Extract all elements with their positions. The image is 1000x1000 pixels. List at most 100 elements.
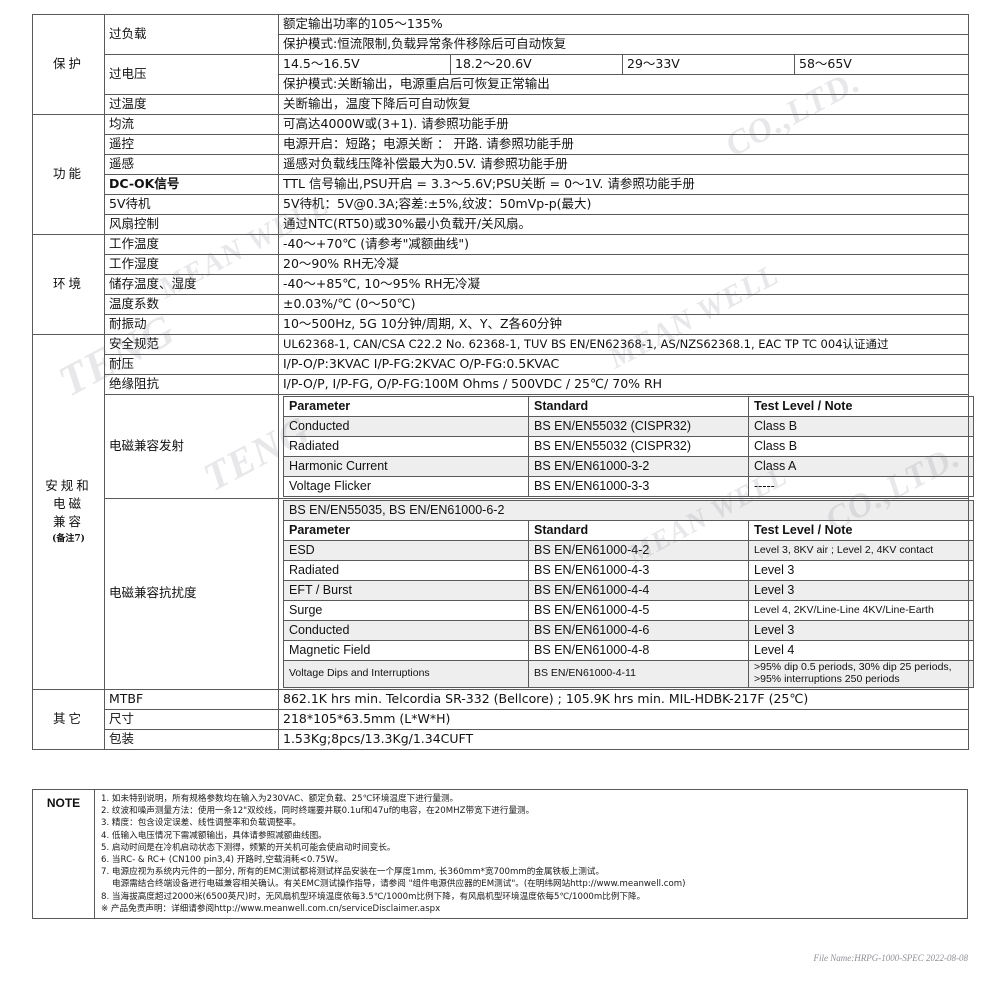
emc-column-header: Test Level / Note [748,396,974,417]
emc-cell: Radiated [283,436,529,457]
emc-cell: Level 3, 8KV air ; Level 2, 4KV contact [748,540,974,561]
table-row: 储存温度、湿度 -40～+85℃, 10～95% RH无冷凝 [33,274,970,295]
emc-cell: BS EN/EN61000-3-3 [528,476,749,497]
table-row: 过温度 关断输出，温度下降后可自动恢复 [33,94,970,115]
table-row: DC-OK信号 TTL 信号输出,PSU开启 = 3.3～5.6V;PSU关断 … [33,174,970,195]
emc-column-header: Standard [528,396,749,417]
table-row: 耐振动 10～500Hz, 5G 10分钟/周期, X、Y、Z各60分钟 [33,314,970,335]
emc-cell: Conducted [283,416,529,437]
row-value-vibration: 10～500Hz, 5G 10分钟/周期, X、Y、Z各60分钟 [277,314,970,335]
row-label-standby-5v: 5V待机 [104,194,279,215]
emc-cell: Level 3 [748,620,974,641]
note-line: 2. 纹波和噪声测量方法：使用一条12"双绞线，同时终端要并联0.1uf和47u… [101,806,535,817]
row-label-overvoltage: 过电压 [104,54,279,95]
emc-emission-header-row: Parameter Standard Test Level / Note [283,396,974,417]
table-row: 温度系数 ±0.03%/℃ (0～50℃) [33,294,970,315]
emc-column-header: Test Level / Note [748,520,974,541]
table-row: 保护模式:恒流限制,负载异常条件移除后可自动恢复 [33,34,970,55]
row-value-mtbf: 862.1K hrs min. Telcordia SR-332 (Bellco… [277,688,970,710]
emc-cell: Voltage Flicker [283,476,529,497]
table-row: 5V待机 5V待机：5V@0.3A;容差:±5%,纹波：50mVp-p(最大) [33,194,970,215]
spec-table-container: 保护 过负载 额定输出功率的105～135% 保护模式:恒流限制,负载异常条件移… [32,14,974,750]
note-line: 1. 如未特别说明，所有规格参数均在输入为230VAC、额定负载、25℃环境温度… [101,794,459,804]
emc-cell: Level 3 [748,560,974,581]
emc-immunity-preamble-row: BS EN/EN55035, BS EN/EN61000-6-2 [283,500,974,521]
emc-immunity-table: BS EN/EN55035, BS EN/EN61000-6-2 Paramete… [283,500,974,688]
row-label-current-sharing: 均流 [104,114,279,135]
row-value-storage: -40～+85℃, 10～95% RH无冷凝 [277,274,970,295]
overvoltage-mode: 保护模式:关断输出，电源重启后可恢复正常输出 [277,74,970,95]
table-row: 遥控 电源开启：短路；电源关断 ： 开路. 请参照功能手册 [33,134,970,155]
group-label-protection: 保护 [32,14,105,115]
table-row: 绝缘阻抗 I/P-O/P, I/P-FG, O/P-FG:100M Ohms /… [33,374,970,395]
overvoltage-range-1: 14.5～16.5V [278,54,451,75]
emc-emission-table: Parameter Standard Test Level / Note Conduc… [283,396,974,497]
row-label-temp-coefficient: 温度系数 [104,294,279,315]
table-row: 包装 1.53Kg;8pcs/13.3Kg/1.34CUFT [33,728,970,750]
row-label-packing: 包装 [104,728,279,750]
row-label-working-temp: 工作温度 [104,234,279,255]
table-row: 过电压 14.5～16.5V 18.2～20.6V 29～33V 58～65V [33,54,970,95]
emc-immunity-row: Surge BS EN/EN61000-4-5 Level 4, 2KV/Line-… [283,600,974,621]
emc-emission-row: Voltage Flicker BS EN/EN61000-3-3 ----- [283,476,974,497]
emc-immunity-row: Conducted BS EN/EN61000-4-6 Level 3 [283,620,974,641]
emc-cell: Class A [748,456,974,477]
overvoltage-range-4: 58～65V [793,54,970,75]
emc-cell: BS EN/EN61000-3-2 [528,456,749,477]
emc-cell: BS EN/EN61000-4-11 [528,660,749,688]
table-row: 保护模式:关断输出，电源重启后可恢复正常输出 [33,74,970,95]
emc-column-header: Parameter [283,520,529,541]
row-label-working-humidity: 工作湿度 [104,254,279,275]
note-line: ※ 产品免责声明：详细请参阅http://www.meanwell.com.cn… [101,903,441,914]
note-line: 7. 电源应视为系统内元件的一部分, 所有的EMC测试都将测试样品安装在一个厚度… [101,867,605,878]
emc-cell: BS EN/EN55032 (CISPR32) [528,416,749,437]
note-block: NOTE 1. 如未特别说明，所有规格参数均在输入为230VAC、额定负载、25… [32,789,968,920]
row-label-fan-control: 风扇控制 [104,214,279,235]
emc-cell: BS EN/EN61000-4-3 [528,560,749,581]
emc-cell: BS EN/EN55032 (CISPR32) [528,436,749,457]
emc-cell: Class B [748,436,974,457]
row-label-withstand-voltage: 耐压 [104,354,279,375]
table-row: 保护 过负载 额定输出功率的105～135% [32,14,970,115]
emc-immunity-row: EFT / Burst BS EN/EN61000-4-4 Level 3 [283,580,974,601]
emc-cell: EFT / Burst [283,580,529,601]
table-row: 耐压 I/P-O/P:3KVAC I/P-FG:2KVAC O/P-FG:0.5… [33,354,970,375]
emc-column-header: Standard [528,520,749,541]
row-value-isolation-resistance: I/P-O/P, I/P-FG, O/P-FG:100M Ohms / 500V… [277,374,970,395]
table-row: 遥感 遥感对负载线压降补偿最大为0.5V. 请参照功能手册 [33,154,970,175]
emc-cell: BS EN/EN61000-4-5 [528,600,749,621]
group-label-note-ref: (备注7) [52,534,85,545]
emc-immunity-cell: BS EN/EN55035, BS EN/EN61000-6-2 Paramete… [277,498,974,690]
emc-cell: BS EN/EN61000-4-6 [528,620,749,641]
row-label-dc-ok: DC-OK信号 [104,174,279,195]
row-label-safety-standards: 安全规范 [104,334,279,355]
row-label-isolation-resistance: 绝缘阻抗 [104,374,279,395]
table-row: 电磁兼容抗扰度 BS EN/EN55035, BS EN/EN61000-6-2… [33,498,974,690]
row-label-mtbf: MTBF [104,688,279,710]
emc-immunity-row: ESD BS EN/EN61000-4-2 Level 3, 8KV air ; L… [283,540,974,561]
row-value-packing: 1.53Kg;8pcs/13.3Kg/1.34CUFT [277,728,970,750]
row-label-remote-sense: 遥感 [104,154,279,175]
row-label-remote-control: 遥控 [104,134,279,155]
table-row: 环境 工作温度 -40～+70℃ (请参考"减额曲线") [32,234,970,335]
note-line: 8. 当海拔高度超过2000米(6500英尺)时，无风扇机型环境温度依每3.5℃… [101,891,646,902]
table-row: 安规和 电磁 兼容 (备注7) 安全规范 UL62368-1, CAN/CSA … [32,334,970,690]
footer-filename: File Name:HRPG-1000-SPEC 2022-08-08 [813,953,968,963]
table-row: 尺寸 218*105*63.5mm (L*W*H) [33,708,970,730]
row-value-working-humidity: 20～90% RH无冷凝 [277,254,970,275]
row-value-remote-control: 电源开启：短路；电源关断 ： 开路. 请参照功能手册 [277,134,970,155]
emc-cell: Voltage Dips and Interruptions [283,660,529,688]
table-row: 电磁兼容发射 Parameter Standard Test Level / Not… [33,394,974,499]
emc-emission-row: Conducted BS EN/EN55032 (CISPR32) Class B [283,416,974,437]
emc-cell: Class B [748,416,974,437]
table-row: 功能 均流 可高达4000W或(3+1). 请参照功能手册 [32,114,970,235]
row-label-vibration: 耐振动 [104,314,279,335]
specification-table: 保护 过负载 额定输出功率的105～135% 保护模式:恒流限制,负载异常条件移… [32,14,974,750]
note-line: 6. 当RC- & RC+ (CN100 pin3,4) 开路时,空载消耗<0.… [101,855,344,866]
note-line: 3. 精度：包含设定误差、线性调整率和负载调整率。 [101,818,301,829]
table-row: 其它 MTBF 862.1K hrs min. Telcordia SR-332… [32,688,970,750]
emc-emission-row: Harmonic Current BS EN/EN61000-3-2 Class A [283,456,974,477]
emc-emission-cell: Parameter Standard Test Level / Note Conduc… [277,394,974,499]
note-line: 4. 低输入电压情况下需减额输出，具体请参照减额曲线图。 [101,830,327,841]
emc-immunity-row: Voltage Dips and Interruptions BS EN/EN61… [283,660,974,688]
